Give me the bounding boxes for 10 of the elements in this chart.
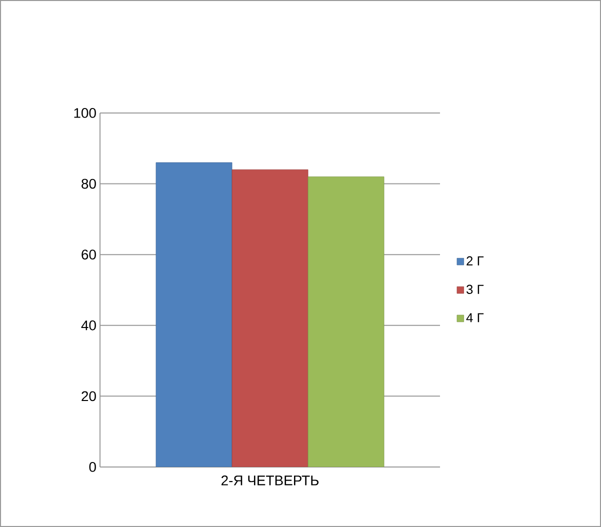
y-tick-label: 0	[89, 462, 96, 472]
legend-label: 4 Г	[466, 313, 484, 322]
y-tick-label: 20	[82, 391, 96, 402]
legend-label: 3 Г	[466, 284, 484, 294]
legend-label: 2 Г	[466, 256, 484, 266]
x-tick-label: 2-Я ЧЕТВЕРТЬ	[222, 475, 319, 486]
y-tick-label: 40	[81, 320, 96, 330]
y-tick-label: 100	[74, 108, 96, 118]
y-tick-label: 60	[82, 250, 96, 260]
y-tick-label: 80	[82, 178, 96, 189]
